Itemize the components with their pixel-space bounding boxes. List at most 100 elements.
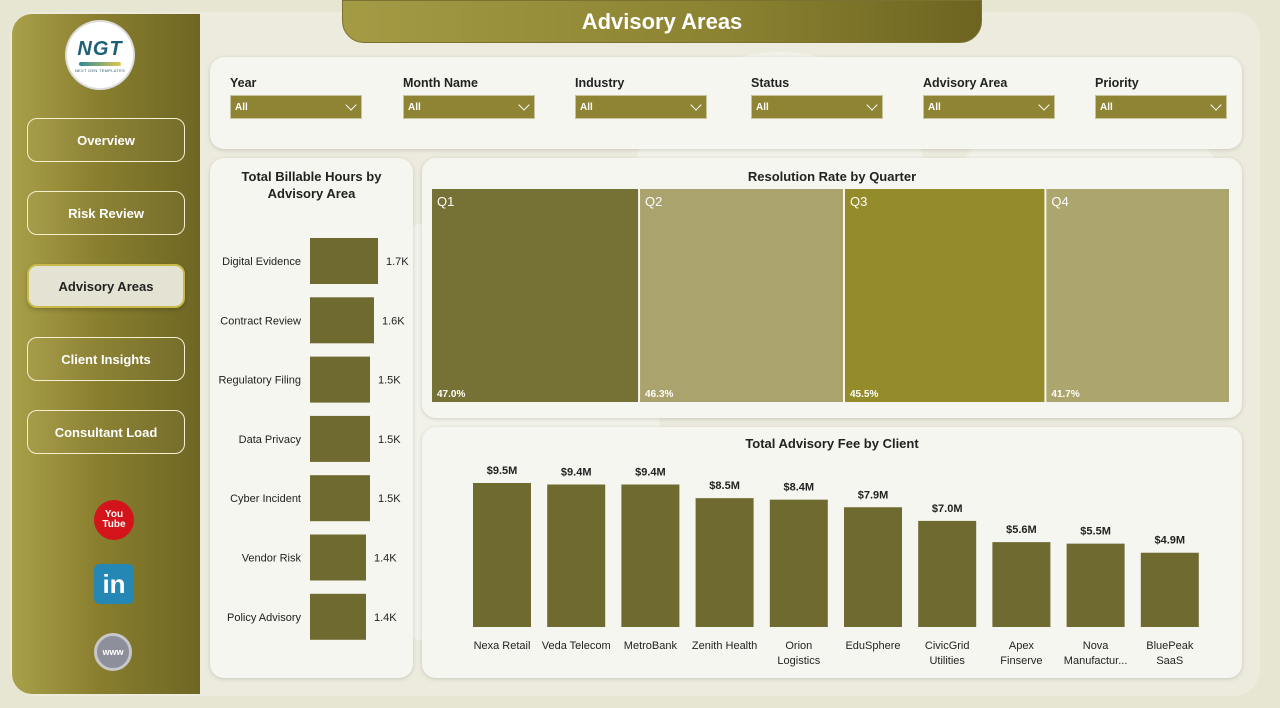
- bar-bluepeak-saas: [1140, 552, 1199, 627]
- dropdown-value: All: [928, 101, 941, 113]
- bar-regulatory-filing: [310, 356, 370, 403]
- nav-risk-review-button[interactable]: Risk Review: [27, 191, 185, 235]
- linkedin-icon[interactable]: in: [94, 564, 134, 604]
- tile-value-q3: 45.5%: [850, 389, 878, 400]
- filter-label: Priority: [1095, 76, 1139, 90]
- status-dropdown[interactable]: All: [751, 95, 883, 119]
- month-name-dropdown[interactable]: All: [403, 95, 535, 119]
- tile-label-q4: Q4: [1051, 194, 1068, 209]
- advisory-area-dropdown[interactable]: All: [923, 95, 1055, 119]
- nav-overview-button[interactable]: Overview: [27, 118, 185, 162]
- tile-value-q2: 46.3%: [645, 389, 673, 400]
- category-label-apex-finserve-line1: Apex: [1009, 640, 1035, 652]
- data-label-policy-advisory: 1.4K: [374, 612, 397, 624]
- bar-orion-logistics: [769, 499, 828, 627]
- tile-q2: [640, 189, 844, 402]
- category-label-digital-evidence: Digital Evidence: [222, 256, 301, 268]
- data-label-vendor-risk: 1.4K: [374, 553, 397, 565]
- resolution-rate-chart: Q1 47.0% Q2 46.3% Q3 45.5% Q4 41.7%: [432, 189, 1229, 402]
- nav-client-insights-button[interactable]: Client Insights: [27, 337, 185, 381]
- bar-nova-manufactur: [1066, 543, 1125, 627]
- filter-label: Industry: [575, 76, 625, 90]
- nav-consultant-load-button[interactable]: Consultant Load: [27, 410, 185, 454]
- chevron-down-icon: [866, 99, 878, 111]
- page-title-banner: Advisory Areas: [342, 0, 982, 43]
- tile-value-q1: 47.0%: [437, 389, 465, 400]
- category-label-cyber-incident: Cyber Incident: [230, 493, 301, 505]
- filter-priority: Priority All: [1095, 75, 1227, 119]
- bar-zenith-health: [695, 498, 754, 627]
- logo-text: NGT: [77, 37, 123, 60]
- chevron-down-icon: [345, 99, 357, 111]
- dropdown-value: All: [756, 101, 769, 113]
- data-label-orion-logistics: $8.4M: [784, 482, 815, 494]
- data-label-zenith-health: $8.5M: [709, 480, 740, 492]
- category-label-civicgrid-utilities-line1: CivicGrid: [925, 640, 970, 652]
- chevron-down-icon: [518, 99, 530, 111]
- dropdown-value: All: [580, 101, 593, 113]
- category-label-civicgrid-utilities-line2: Utilities: [929, 655, 965, 667]
- filter-label: Status: [751, 76, 790, 90]
- filter-label: Advisory Area: [923, 76, 1008, 90]
- category-label-nexa-retail: Nexa Retail: [474, 640, 531, 652]
- page-title: Advisory Areas: [581, 8, 743, 34]
- data-label-cyber-incident: 1.5K: [378, 493, 401, 505]
- chevron-down-icon: [690, 99, 702, 111]
- category-label-apex-finserve-line2: Finserve: [1000, 655, 1042, 667]
- data-label-nova-manufactur: $5.5M: [1080, 526, 1111, 538]
- category-label-bluepeak-saas-line1: BluePeak: [1146, 640, 1194, 652]
- dropdown-value: All: [408, 101, 421, 113]
- bar-nexa-retail: [473, 483, 531, 627]
- logo-subtext: NEXT GEN TEMPLATES: [74, 67, 126, 73]
- bar-civicgrid-utilities: [918, 520, 977, 627]
- resolution-rate-card: Resolution Rate by Quarter Q1 47.0% Q2 46.3…: [422, 158, 1242, 418]
- chart-title: Total Billable Hours by Advisory Area: [241, 169, 382, 201]
- chevron-down-icon: [1038, 99, 1050, 111]
- bar-policy-advisory: [310, 593, 366, 640]
- industry-dropdown[interactable]: All: [575, 95, 707, 119]
- data-label-apex-finserve: $5.6M: [1006, 524, 1037, 536]
- chevron-down-icon: [1210, 99, 1222, 111]
- data-label-nexa-retail: $9.5M: [487, 465, 518, 477]
- bar-veda-telecom: [547, 484, 606, 627]
- logo-swoosh: [79, 61, 121, 66]
- website-globe-icon[interactable]: www: [94, 633, 132, 671]
- youtube-icon-text: You Tube: [102, 509, 126, 530]
- category-label-data-privacy: Data Privacy: [239, 434, 302, 446]
- priority-dropdown[interactable]: All: [1095, 95, 1227, 119]
- advisory-fee-chart: $9.5M Nexa Retail $9.4M Veda Telecom $9.4M Me…: [473, 465, 1199, 667]
- data-label-metrobank: $9.4M: [635, 467, 666, 479]
- chart-title: Total Advisory Fee by Client: [745, 436, 919, 451]
- website-icon-text: www: [102, 647, 124, 657]
- youtube-icon[interactable]: You Tube: [94, 500, 134, 540]
- bar-data-privacy: [310, 415, 370, 462]
- filter-label: Year: [230, 76, 257, 90]
- category-label-zenith-health: Zenith Health: [692, 640, 757, 652]
- data-label-contract-review: 1.6K: [382, 315, 405, 327]
- filter-year: Year All: [230, 75, 362, 119]
- data-label-digital-evidence: 1.7K: [386, 256, 409, 268]
- bar-cyber-incident: [310, 475, 370, 522]
- year-dropdown[interactable]: All: [230, 95, 362, 119]
- filter-status: Status All: [751, 75, 883, 119]
- bar-digital-evidence: [310, 238, 378, 284]
- bar-metrobank: [621, 484, 680, 627]
- tile-q4: [1046, 189, 1229, 402]
- category-label-contract-review: Contract Review: [220, 315, 301, 327]
- dropdown-value: All: [1100, 101, 1113, 113]
- data-label-regulatory-filing: 1.5K: [378, 375, 401, 387]
- data-label-civicgrid-utilities: $7.0M: [932, 503, 963, 515]
- category-label-orion-logistics-line2: Logistics: [777, 655, 820, 667]
- category-label-orion-logistics-line1: Orion: [785, 640, 812, 652]
- data-label-bluepeak-saas: $4.9M: [1155, 535, 1186, 547]
- filter-industry: Industry All: [575, 75, 707, 119]
- advisory-fee-card: Total Advisory Fee by Client $9.5M Nexa R…: [422, 427, 1242, 678]
- category-label-metrobank: MetroBank: [624, 640, 678, 652]
- category-label-vendor-risk: Vendor Risk: [242, 553, 302, 565]
- bar-apex-finserve: [992, 542, 1051, 627]
- nav-advisory-areas-button[interactable]: Advisory Areas: [27, 264, 185, 308]
- tile-label-q3: Q3: [850, 194, 867, 209]
- tile-value-q4: 41.7%: [1051, 389, 1079, 400]
- tile-q3: [845, 189, 1045, 402]
- logo[interactable]: NGT NEXT GEN TEMPLATES: [67, 22, 133, 88]
